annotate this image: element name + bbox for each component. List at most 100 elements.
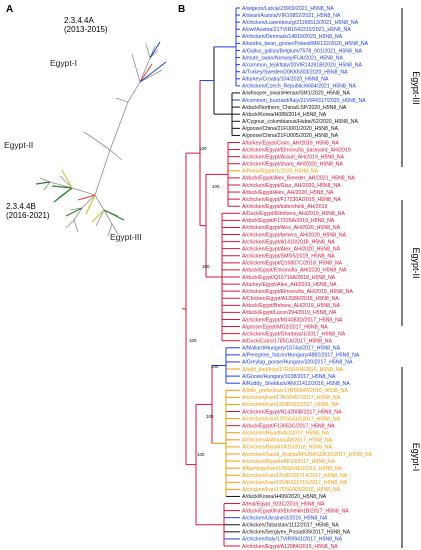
- tip-label: A/Duck/Egypt/Elbehera_AH/2019_H5N8_NA: [242, 211, 345, 217]
- tip-label: A/Cygnus_columbianus/Hubei/52/2020_H5N8_…: [242, 119, 358, 125]
- tip-label: A/Mallard/Hungary/1574a/2017_H5N8_NA: [242, 346, 341, 352]
- tip-label: A/chicken/Egypt/Elmonufia_AH/2019_H5N8_N…: [242, 289, 354, 295]
- clade-2344a-label: 2.3.4.4A (2013-2015): [64, 16, 108, 34]
- tip-label: A/chicken/Egypt/Gharbiya/1/2017_H5N8_NA: [242, 331, 346, 337]
- bootstrap-label: 100: [202, 264, 210, 269]
- tip-label: A/Gallus_gallus/Belgium/7578_001/2021_H5…: [242, 48, 363, 54]
- tip-label: A/duck/Egypt/Elmonufia_AH/2020_H5N8_NA: [242, 268, 347, 274]
- tip-label: A/chicken/Luxembourg/21166513/2021_H5N8_…: [242, 20, 359, 26]
- tip-label: A/chicken/AlAhsaa/A8/2017_H5N8_NA: [242, 438, 333, 444]
- tip-label: A/chicken/Egypt/F17230A/2019_H5N8_NA: [242, 197, 341, 203]
- clade-2344b-years: (2016-2021): [6, 211, 50, 220]
- tip-label: A/Turkey/Sweden/20KK6303/2020_H5N8_NA: [242, 70, 348, 76]
- tip-label: A/wild_bird/Iran/17RS6404/2016_H5N8_NA: [242, 367, 343, 373]
- tip-label: A/duck/Egypt/KafrElsheikh1B/2017_H5N8_NA: [242, 508, 349, 514]
- tree-branches: [182, 7, 240, 547]
- tip-label: A/chicken/Egypt/A12084/2019_H5N8_NA: [242, 544, 338, 550]
- tip-label: A/chicken/Egypt/M14083D/2017_H5N8_NA: [242, 317, 343, 323]
- tip-label: A/whooper_swan/Henan/SM1/2020_H5N8_NA: [242, 91, 350, 97]
- bootstrap-label: 100: [199, 146, 207, 151]
- bootstrap-label: 100: [206, 414, 214, 419]
- tip-label: A/chicken/Egypt/sharq_AH/2020_H5N8_NA: [242, 162, 343, 168]
- tip-label: A/duck/Korea/H088/2014_H5N8_NA: [242, 112, 327, 118]
- tip-label: A/chicken/Ukraine/3/2016_H5N8_NA: [242, 515, 328, 521]
- tip-label: A/duck/Egypt/F17225A/2019_H5N8_NA: [242, 218, 335, 224]
- tip-label: A/chicken/Egypt/Assuit_AH/2019_H5N8_NA: [242, 154, 345, 160]
- bootstrap-label: 100: [197, 452, 205, 457]
- tip-label: A/teal/Egypt_923C/2016_H5N8_NA: [242, 501, 325, 507]
- tip-label: A/chicken/Tatarstan/1112/2017_H5N8_NA: [242, 523, 339, 529]
- tip-label: A/duck/Egypt/Alex_Breeder_AH/2021_H5N8_N…: [242, 176, 355, 182]
- tip-label: A/chicken/Czech_Republic/6684/2021_H5N8_…: [242, 84, 356, 90]
- tip-label: A/chicken/Iran/19VIR202/2017_H5N8_NA: [242, 402, 339, 408]
- tip-label: A/Goose/Hungary/1038/2017_H5N8_NA: [242, 374, 336, 380]
- clade-label-egypt-ii: Egypt-II: [411, 247, 421, 278]
- tip-labels: A/wigeon/Latvia/23903/2021_H5N8_NAA/swan…: [242, 6, 373, 550]
- tip-label: A/chicken/Egypt/SMG5/2019_H5N8_NA: [242, 254, 335, 260]
- tip-label: A/chicken/Saudi_Arabia/KFU/HKU3616/2017_…: [242, 452, 373, 458]
- clade-label-egypt-iii: Egypt-III: [411, 71, 421, 105]
- tip-label: A/duck/Korea/H499/2020_H5N8_NA: [242, 494, 327, 500]
- tip-label: A/little_grebe/Iran/17RS6540/2016_H5N8_N…: [242, 388, 348, 394]
- tip-label: A/goose/China/21FU001/2020_H5N8_NA: [242, 126, 339, 132]
- panel-a-label: A: [6, 4, 14, 15]
- clade-2344b-name: 2.3.4.4B: [6, 202, 36, 211]
- bootstrap-label: 100: [212, 184, 220, 189]
- tip-label: A/chicken/Riyadh/A2/2017_H5N8_NA: [242, 431, 330, 437]
- tip-label: A/chicken/Egypt/Alex_AH/2020_H5N8_NA: [242, 246, 341, 252]
- tip-label: A/chicken/Egypt/behera_AH/2020_H5N8_NA: [242, 232, 347, 238]
- tip-label: A/chicken/Iran/17RS6415/2017_H5N8_NA: [242, 416, 341, 422]
- tip-label: A/chicken/Egypt/kafersheik_AH/2019: [242, 204, 327, 210]
- tip-label: A/mute_swan/Norway/FU4/2021_H5N8_NA: [242, 55, 343, 61]
- tip-label: A/turkey/Egypt/Alex_AH/2019_H5N8_NA: [242, 282, 337, 288]
- tip-label: A/duck/Egypt/Q16716A/2018_H5N8_NA: [242, 275, 336, 281]
- tip-label: A/chicken/Egypt/Alex_AH/2020_H5N8_NA: [242, 225, 341, 231]
- tip-label: A/goose/Egypt/MG2/2017_H5N8_NA: [242, 324, 328, 330]
- tip-label: A/tundra_bean_goose/Poland/MR132/2020_H5…: [242, 41, 369, 47]
- clade-label-egypt-i: Egypt-I: [411, 443, 421, 472]
- clade-2344b-label: 2.3.4.4B (2016-2021): [6, 202, 50, 220]
- tip-label: A/chicken/Riyadh/AF19/2017_H5N8_NA: [242, 459, 336, 465]
- bootstrap-label: 100: [189, 338, 197, 343]
- tip-label: A/owl/Austria/21TVIR1643310/2021_H5N8_NA: [242, 27, 351, 33]
- bootstrap-label: 100: [211, 364, 219, 369]
- tip-label: A/Duck/Cairo/1785CA/2017_H5N8_NA: [242, 339, 333, 345]
- tip-label: A/chicken/Iran/19VIR201715/2017_H5N8_NA: [242, 480, 348, 486]
- tip-label: A/chicken/Egypt/Q16807C/2018_H5N8_NA: [242, 261, 343, 267]
- tip-label: A/turkey/Egypt/Cairo_AH/2019_H5N8_NA: [242, 140, 339, 146]
- tip-label: A/chicken/Egypt/N14200B/2017_H5N8_NA: [242, 409, 342, 415]
- tip-label: A/chicken/Iran/18VIR200714/2017_H5N8_NA: [242, 473, 348, 479]
- tip-label: A/chicken/Iran/17RS6457/2017_H5N8_NA: [242, 395, 341, 401]
- clade-2344a-years: (2013-2015): [64, 25, 108, 34]
- tip-label: A/duck/Northern_China/LSP/2020_H5N8_NA: [242, 105, 347, 111]
- panel-a-egypt-ii-label: Egypt-II: [4, 140, 34, 150]
- tip-label: A/chicken/Iran/17RS6405/2016_H5N8_NA: [242, 487, 341, 493]
- tip-label: A/Peregrine_falcon/Hungary/4882/2017_H5N…: [242, 353, 360, 359]
- tip-label: A/chicken/Denmark/14819/2020_H5N8_NA: [242, 34, 343, 40]
- tip-label: A/chicken/Riyadh/A15/2018_H5N8_NA: [242, 445, 333, 451]
- panel-b-label: B: [178, 4, 186, 15]
- tip-label: A/chicken/Egypt/A1410/2018_H5N8_NA: [242, 239, 335, 245]
- tip-label: A/common_buzzard/Italy/21VIR4317/2020_H5…: [242, 98, 366, 104]
- tip-label: A/wigeon/Latvia/23903/2021_H5N8_NA: [242, 6, 334, 12]
- tip-label: A/chicken/Egypt/Elmonufia_backyard_AH/20…: [242, 147, 351, 153]
- tip-label: A/chicken/Sergiyev_Posad/39/2017_H5N8_NA: [242, 530, 351, 536]
- tip-label: A/turkey/Croatia/104/2020_H5N8_NA: [242, 77, 329, 83]
- tip-label: A/duck/Egypt/Alex_AH/2020_H5N8_NA: [242, 190, 334, 196]
- tip-label: A/duck/Egypt/Luxor/294/2019_H5N8_NA: [242, 310, 337, 316]
- tip-label: A/chicken/Egypt/Giza_AH/2020_H5N8_NA: [242, 183, 341, 189]
- tip-label: A/duck/Egypt/F13663C/2017_H5N8_NA: [242, 423, 335, 429]
- tip-label: A/swan/Austria/VIR10852/2021_H5N8_NA: [242, 13, 341, 19]
- panel-a-egypt-iii-label: Egypt-III: [110, 232, 142, 242]
- tip-label: A/Chicken/Egypt/A12286/2018_H5N8_NA: [242, 296, 339, 302]
- tip-label: A/duck/Egypt/Behera_AH/2019_H5N8_NA: [242, 303, 341, 309]
- unrooted-tree: [35, 41, 167, 237]
- tip-label: A/goose/China/21FU005/2020_H5N8_NA: [242, 133, 339, 139]
- tip-label: A/common_teal/Italy/20VIR14391B/2020_H5N…: [242, 62, 363, 68]
- panel-a-egypt-i-label: Egypt-I: [50, 58, 77, 68]
- tip-label: A/flamingo/Iran/17RS6412/2016_H5N8_NA: [242, 466, 343, 472]
- clade-2344a-name: 2.3.4.4A: [64, 16, 94, 25]
- tip-label: A/Pekin/Egypt/1/2020_H5N8_NA: [242, 169, 319, 175]
- tip-label: A/Greylag_goose/Hungary/320/2017_H5N8_NA: [242, 360, 353, 366]
